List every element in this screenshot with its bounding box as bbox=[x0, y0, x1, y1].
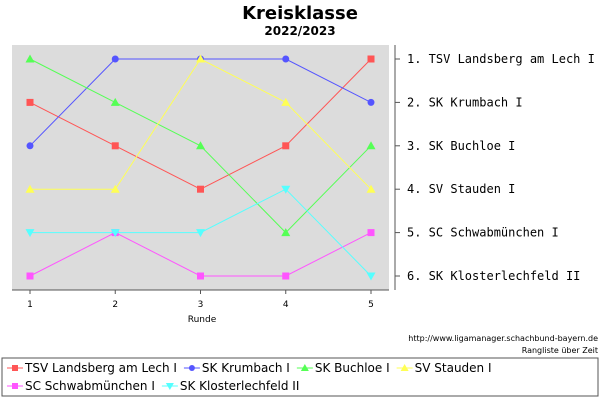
data-point bbox=[165, 383, 174, 390]
data-point bbox=[188, 365, 195, 371]
series-group bbox=[25, 54, 376, 193]
data-point bbox=[282, 55, 290, 63]
data-point bbox=[367, 98, 375, 106]
plot-area bbox=[12, 45, 389, 290]
series-group bbox=[25, 54, 376, 237]
legend-item: SC Schwabmünchen I bbox=[7, 379, 155, 393]
data-point bbox=[281, 97, 291, 106]
chart-title: Kreisklasse bbox=[242, 3, 358, 24]
rank-label: 3. SK Buchloe I bbox=[407, 139, 515, 153]
legend-item: SV Stauden I bbox=[396, 361, 492, 375]
note-text: Rangliste über Zeit bbox=[522, 346, 598, 355]
data-point bbox=[26, 98, 34, 106]
x-tick-label: 2 bbox=[112, 300, 118, 310]
x-tick-label: 3 bbox=[198, 300, 204, 310]
rank-label: 1. TSV Landsberg am Lech I bbox=[407, 52, 595, 66]
legend-label: SC Schwabmünchen I bbox=[25, 379, 155, 393]
data-point bbox=[281, 185, 291, 194]
data-point bbox=[366, 141, 376, 150]
legend-label: SK Klosterlechfeld II bbox=[180, 379, 300, 393]
data-point bbox=[12, 365, 18, 371]
data-point bbox=[197, 272, 204, 280]
data-point bbox=[110, 229, 120, 238]
data-point bbox=[110, 184, 120, 193]
data-point bbox=[25, 54, 35, 63]
data-point bbox=[25, 229, 35, 238]
legend-item: SK Krumbach I bbox=[183, 361, 290, 375]
legend-item: SK Klosterlechfeld II bbox=[161, 379, 300, 393]
legend: TSV Landsberg am Lech I SK Krumbach I SK B… bbox=[7, 361, 492, 393]
data-point bbox=[196, 141, 205, 150]
data-point bbox=[367, 55, 375, 63]
data-point bbox=[111, 142, 119, 150]
x-ticks: 1 2 3 4 5 bbox=[27, 290, 374, 310]
series-group bbox=[25, 185, 376, 281]
data-point bbox=[12, 383, 18, 389]
series-group bbox=[26, 55, 375, 193]
chart-subtitle: 2022/2023 bbox=[264, 24, 335, 38]
legend-item: SK Buchloe I bbox=[296, 361, 390, 375]
data-point bbox=[400, 364, 409, 371]
data-point bbox=[366, 184, 376, 193]
legend-box bbox=[1, 357, 599, 397]
data-point bbox=[196, 229, 205, 238]
legend-label: SV Stauden I bbox=[415, 361, 492, 375]
x-tick-label: 5 bbox=[368, 300, 374, 310]
rank-label: 2. SK Krumbach I bbox=[407, 95, 523, 109]
data-point bbox=[197, 185, 204, 193]
x-tick-label: 1 bbox=[27, 300, 33, 310]
legend-item: TSV Landsberg am Lech I bbox=[7, 361, 177, 375]
rank-ticks: 1. TSV Landsberg am Lech I 2. SK Krumbach… bbox=[395, 52, 595, 283]
legend-label: TSV Landsberg am Lech I bbox=[24, 361, 177, 375]
legend-label: SK Buchloe I bbox=[315, 361, 390, 375]
data-point bbox=[281, 228, 291, 237]
data-point bbox=[110, 97, 120, 106]
data-point bbox=[282, 272, 290, 280]
legend-label: SK Krumbach I bbox=[202, 361, 290, 375]
data-point bbox=[300, 364, 309, 371]
data-point bbox=[367, 229, 375, 237]
data-point bbox=[26, 142, 34, 150]
source-text: http://www.ligamanager.schachbund-bayern… bbox=[408, 334, 598, 343]
data-point bbox=[26, 272, 34, 280]
series-layer bbox=[25, 54, 376, 281]
rank-label: 6. SK Klosterlechfeld II bbox=[407, 269, 580, 283]
rank-label: 5. SC Schwabmünchen I bbox=[407, 226, 559, 240]
data-point bbox=[366, 272, 376, 281]
data-point bbox=[196, 54, 205, 63]
data-point bbox=[282, 142, 290, 150]
data-point bbox=[25, 184, 35, 193]
data-point bbox=[111, 55, 119, 63]
x-axis-label: Runde bbox=[188, 315, 217, 325]
x-tick-label: 4 bbox=[283, 300, 289, 310]
rank-label: 4. SV Stauden I bbox=[407, 182, 515, 196]
